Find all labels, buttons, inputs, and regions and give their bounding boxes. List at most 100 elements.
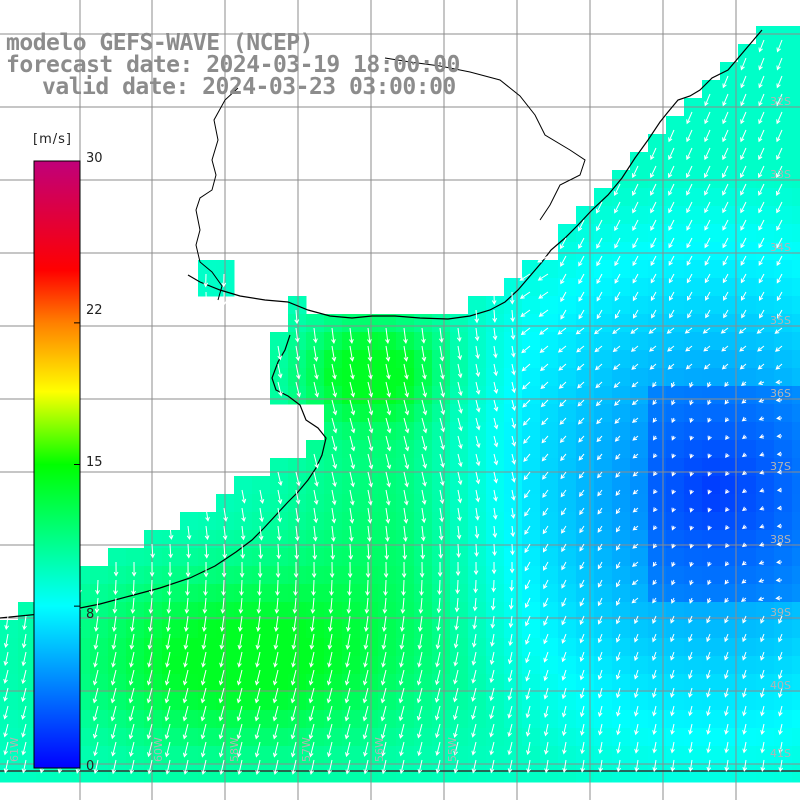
wind-arrow [579,705,585,718]
field-cell [666,566,685,585]
field-cell [792,548,800,567]
field-cell [90,710,109,729]
wind-arrow [403,363,409,380]
wind-arrow [632,273,639,284]
field-cell [738,692,757,711]
wind-arrow [704,255,711,266]
wind-arrow [362,687,369,704]
field-cell [414,674,433,693]
field-cell [360,728,379,747]
field-cell [252,602,271,621]
wind-arrow [453,669,459,685]
wind-arrow [598,741,603,755]
wind-arrow [758,75,765,89]
field-cell [540,620,559,639]
field-cell [342,386,361,405]
wind-arrow [616,579,621,588]
field-cell [504,692,523,711]
wind-arrow [560,291,567,303]
wind-arrow [511,399,517,412]
wind-arrow [561,543,567,553]
wind-arrow [326,669,333,686]
field-cell [234,494,253,513]
field-cell [0,674,19,693]
field-cell [486,386,505,405]
wind-arrow [92,723,99,739]
wind-arrow [294,309,300,325]
wind-arrow [543,633,549,645]
field-cell [792,278,800,297]
wind-arrow [182,723,189,740]
field-cell [648,314,667,333]
field-cell [306,728,325,747]
wind-arrow [671,399,676,406]
field-cell [666,710,685,729]
field-cell [504,440,523,459]
wind-arrow [418,597,424,614]
field-cell [558,674,577,693]
wind-arrow [326,705,333,722]
field-cell [738,728,757,747]
wind-arrow [380,687,387,704]
field-cell [738,332,757,351]
field-cell [486,440,505,459]
field-cell [504,746,523,765]
wind-arrow [521,363,531,372]
field-cell [180,746,199,765]
wind-arrow [186,525,192,541]
field-cell [684,764,703,783]
field-cell [666,440,685,459]
field-cell [738,134,757,153]
wind-arrow [650,255,657,267]
field-cell [126,674,145,693]
wind-arrow [776,147,783,161]
field-cell [378,764,397,783]
wind-arrow [380,723,387,740]
wind-arrow [684,327,693,334]
field-cell [648,350,667,369]
wind-arrow [367,327,372,344]
wind-arrow [491,561,497,575]
wind-arrow [417,633,423,650]
wind-arrow [615,651,621,662]
field-cell [108,764,127,783]
wind-arrow [539,327,549,335]
field-cell [468,476,487,495]
wind-arrow [493,453,499,466]
wind-arrow [614,309,621,320]
field-cell [252,584,271,603]
wind-arrow [457,345,463,361]
field-cell [756,764,775,783]
wind-arrow [475,363,481,378]
field-cell [414,656,433,675]
wind-arrow [345,633,351,650]
field-cell [162,566,181,585]
wind-arrow [668,219,675,231]
field-cell [306,494,325,513]
wind-arrow [704,273,711,284]
field-cell [756,674,775,693]
field-cell [360,404,379,423]
wind-arrow [94,597,100,614]
wind-arrow [594,345,603,353]
wind-arrow [493,363,498,377]
field-cell [450,404,469,423]
field-cell [486,566,505,585]
field-cell [378,602,397,621]
wind-arrow [417,759,423,774]
field-cell [486,368,505,387]
wind-arrow [615,489,621,497]
field-cell [774,134,793,153]
wind-arrow [21,705,27,720]
wind-arrow [326,723,333,740]
field-cell [684,656,703,675]
wind-arrow [380,705,387,722]
field-cell [378,476,397,495]
wind-arrow [92,669,99,686]
wind-arrow [401,579,406,597]
field-cell [0,710,19,729]
field-cell [306,584,325,603]
wind-arrow [520,327,531,336]
field-cell [108,692,127,711]
